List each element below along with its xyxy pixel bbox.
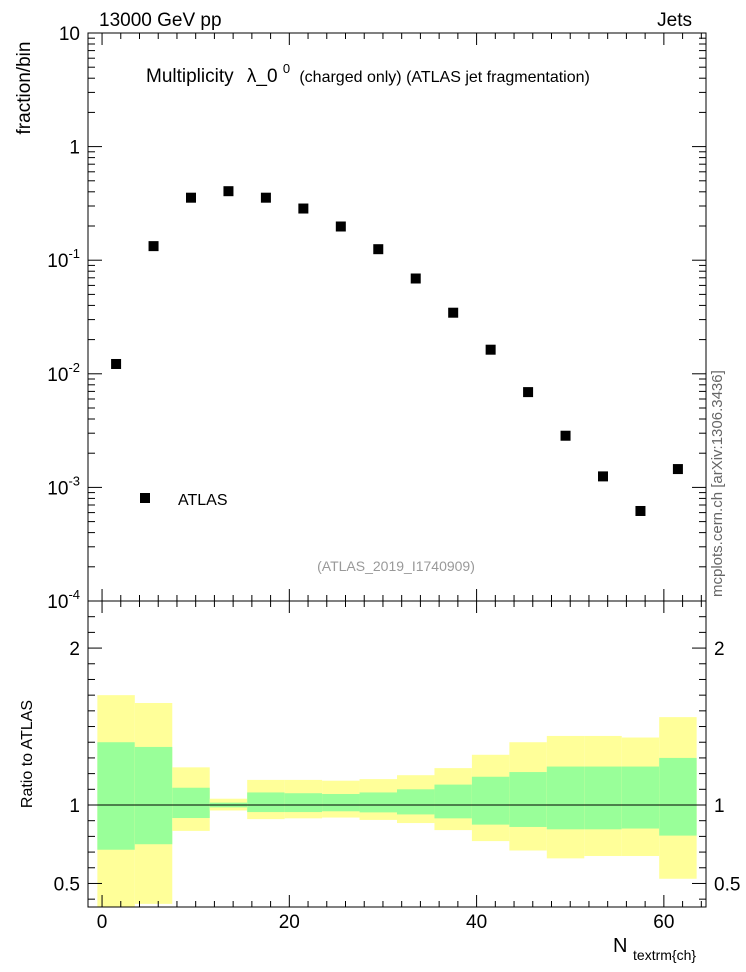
data-point <box>260 192 271 203</box>
chart-title: Multiplicity λ_0 0 (charged only) (ATLAS… <box>146 57 590 87</box>
x-axis-label-main: N <box>613 935 627 957</box>
ratio-y-tick-label-right: 2 <box>714 639 725 660</box>
title-symbol: λ_0 <box>247 66 278 87</box>
inner-band <box>97 742 135 850</box>
data-points <box>111 186 683 516</box>
y-tick-label: 10-1 <box>47 246 80 272</box>
ratio-y-tick-label-right: 0.5 <box>714 874 740 895</box>
ratio-frame <box>87 600 707 908</box>
legend-label: ATLAS <box>178 492 228 509</box>
ratio-y-tick-label-right: 1 <box>714 796 725 817</box>
process-label: 13000 GeV pp <box>99 10 222 31</box>
analysis-id: (ATLAS_2019_I1740909) <box>317 558 475 574</box>
data-point <box>448 307 459 318</box>
data-point <box>598 471 608 482</box>
ratio-panel: 0.5 0.51 12 20 20 40 60 Ratio to ATLAS N textr… <box>19 600 741 963</box>
x-tick-label: 0 <box>97 912 108 933</box>
legend-marker <box>140 493 150 503</box>
ratio-y-tick-label: 2 <box>69 639 80 660</box>
x-tick-label: 60 <box>653 912 674 933</box>
title-sup: 0 <box>283 61 290 76</box>
y-tick-label: 10-4 <box>47 587 80 613</box>
inner-band <box>322 794 360 812</box>
inner-band <box>546 766 585 830</box>
data-point <box>298 203 309 214</box>
inner-band <box>621 766 660 829</box>
inner-band <box>659 757 697 836</box>
inner-band <box>284 793 323 813</box>
inner-band <box>471 776 510 825</box>
data-point <box>410 273 421 284</box>
inner-band <box>397 789 435 815</box>
inner-band <box>509 772 547 827</box>
inner-band <box>247 792 285 813</box>
data-point <box>373 244 384 255</box>
ratio-y-tick-label: 0.5 <box>54 874 80 895</box>
inner-band <box>434 784 472 819</box>
ratio-ticks <box>88 601 706 907</box>
main-frame <box>87 32 707 602</box>
y-tick-label: 10-2 <box>47 360 80 386</box>
data-point <box>186 192 196 203</box>
inner-band <box>172 787 210 819</box>
main-y-ticks <box>88 32 706 602</box>
x-axis-label-sub: textrm{ch} <box>633 947 696 963</box>
category-label: Jets <box>657 10 692 31</box>
y-axis-label: fraction/bin <box>14 42 35 135</box>
data-point <box>672 464 683 475</box>
x-axis-label: N textrm{ch} <box>613 935 696 963</box>
main-y-tick-labels: 10-4 10-3 10-2 10-1 1 10 <box>47 24 80 613</box>
ratio-y-axis-label: Ratio to ATLAS <box>19 700 36 808</box>
credit-label: mcplots.cern.ch [arXiv:1306.3436] <box>709 370 726 597</box>
x-tick-label: 40 <box>466 912 487 933</box>
inner-band <box>359 792 397 813</box>
y-tick-label: 1 <box>69 138 80 159</box>
data-point <box>335 221 346 232</box>
y-tick-label: 10 <box>59 24 80 45</box>
inner-band <box>584 766 622 830</box>
data-point <box>223 186 234 197</box>
title-rest: (charged only) (ATLAS jet fragmentation) <box>299 69 590 86</box>
y-tick-label: 10-3 <box>47 473 80 499</box>
data-point <box>523 387 534 398</box>
inner-band <box>134 746 173 845</box>
ratio-tick-labels: 0.5 0.51 12 20 20 40 60 <box>54 639 741 933</box>
data-point <box>111 358 122 369</box>
ratio-bands <box>97 695 697 907</box>
data-point <box>635 505 646 516</box>
main-panel: 10-4 10-3 10-2 10-1 1 10 fraction/bin Multipl… <box>14 24 707 613</box>
x-tick-label: 20 <box>279 912 300 933</box>
ratio-y-tick-label: 1 <box>69 796 80 817</box>
title-main: Multiplicity <box>146 66 234 87</box>
data-point <box>560 430 571 441</box>
data-point <box>148 241 159 252</box>
data-point <box>485 344 496 355</box>
